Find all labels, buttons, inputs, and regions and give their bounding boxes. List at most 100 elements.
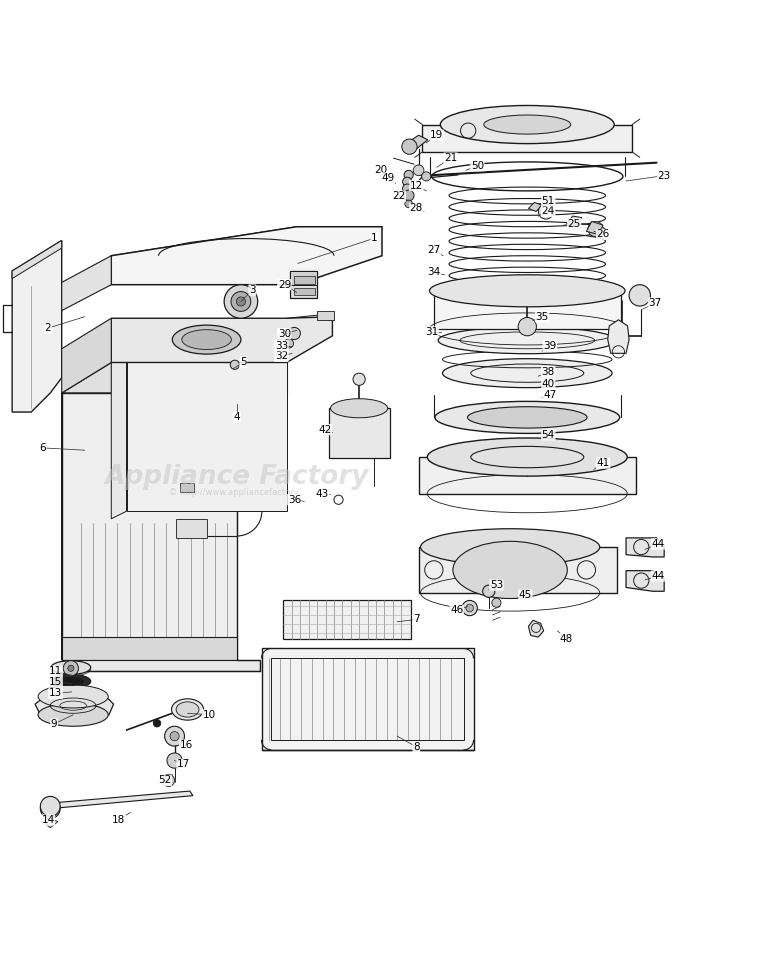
Text: 42: 42 bbox=[318, 424, 332, 434]
Polygon shape bbox=[626, 538, 664, 557]
Polygon shape bbox=[529, 203, 542, 211]
Text: 53: 53 bbox=[490, 580, 503, 590]
Text: 25: 25 bbox=[568, 219, 581, 229]
Circle shape bbox=[167, 753, 182, 768]
Text: 13: 13 bbox=[49, 688, 62, 699]
Polygon shape bbox=[567, 216, 582, 225]
Circle shape bbox=[170, 732, 179, 740]
Text: 2: 2 bbox=[44, 324, 51, 333]
Bar bbox=[271, 658, 464, 740]
Text: 11: 11 bbox=[49, 667, 62, 676]
Text: 52: 52 bbox=[158, 775, 171, 786]
Circle shape bbox=[404, 171, 413, 179]
Polygon shape bbox=[62, 637, 237, 660]
Bar bbox=[293, 276, 315, 284]
Text: 27: 27 bbox=[427, 244, 441, 255]
Circle shape bbox=[402, 139, 417, 154]
Polygon shape bbox=[127, 362, 286, 512]
Circle shape bbox=[629, 285, 650, 306]
Text: 26: 26 bbox=[597, 230, 610, 239]
Text: 3: 3 bbox=[249, 285, 256, 295]
Polygon shape bbox=[405, 136, 428, 149]
Circle shape bbox=[422, 172, 431, 181]
Polygon shape bbox=[283, 601, 411, 639]
Text: 19: 19 bbox=[430, 130, 444, 141]
Text: 10: 10 bbox=[202, 710, 215, 720]
Polygon shape bbox=[626, 571, 664, 591]
Text: 44: 44 bbox=[652, 571, 665, 581]
Polygon shape bbox=[62, 256, 112, 311]
Ellipse shape bbox=[51, 674, 91, 688]
Bar bbox=[180, 483, 193, 492]
Polygon shape bbox=[290, 271, 317, 285]
Ellipse shape bbox=[429, 275, 625, 307]
Text: 17: 17 bbox=[177, 760, 190, 769]
Ellipse shape bbox=[427, 438, 627, 476]
Text: 32: 32 bbox=[275, 352, 288, 361]
Text: 14: 14 bbox=[41, 815, 54, 825]
Text: 37: 37 bbox=[649, 298, 662, 308]
Polygon shape bbox=[419, 457, 636, 493]
Text: 12: 12 bbox=[410, 180, 423, 191]
Ellipse shape bbox=[331, 398, 387, 418]
Polygon shape bbox=[434, 291, 620, 328]
Bar bbox=[293, 288, 315, 296]
Polygon shape bbox=[422, 125, 632, 152]
Text: 23: 23 bbox=[658, 171, 671, 180]
Text: 39: 39 bbox=[543, 341, 556, 351]
Ellipse shape bbox=[38, 703, 108, 726]
Polygon shape bbox=[607, 320, 629, 354]
Text: 28: 28 bbox=[410, 203, 423, 213]
Ellipse shape bbox=[172, 326, 241, 354]
Polygon shape bbox=[62, 318, 112, 393]
Ellipse shape bbox=[468, 407, 587, 428]
Text: 51: 51 bbox=[542, 196, 555, 205]
Text: 21: 21 bbox=[444, 153, 458, 163]
Text: 31: 31 bbox=[425, 327, 439, 337]
Polygon shape bbox=[35, 697, 114, 715]
Text: 1: 1 bbox=[371, 234, 377, 243]
Polygon shape bbox=[419, 547, 617, 593]
Text: 7: 7 bbox=[413, 614, 419, 624]
Polygon shape bbox=[112, 362, 286, 393]
Polygon shape bbox=[48, 791, 193, 808]
Text: 5: 5 bbox=[240, 358, 247, 367]
Ellipse shape bbox=[420, 529, 600, 565]
Circle shape bbox=[40, 797, 60, 816]
Circle shape bbox=[163, 774, 174, 787]
Text: 45: 45 bbox=[519, 590, 532, 600]
Polygon shape bbox=[62, 660, 260, 672]
Ellipse shape bbox=[182, 329, 231, 350]
Text: 49: 49 bbox=[381, 172, 395, 183]
Circle shape bbox=[492, 598, 501, 608]
Text: 47: 47 bbox=[543, 390, 556, 399]
Text: 36: 36 bbox=[288, 495, 301, 505]
Text: 6: 6 bbox=[39, 443, 46, 453]
Circle shape bbox=[224, 285, 257, 318]
Text: 40: 40 bbox=[542, 379, 555, 389]
Bar bbox=[317, 311, 334, 320]
Polygon shape bbox=[43, 819, 58, 828]
Circle shape bbox=[483, 585, 495, 597]
Text: 46: 46 bbox=[450, 606, 463, 615]
Polygon shape bbox=[62, 362, 112, 660]
Ellipse shape bbox=[38, 685, 108, 708]
Ellipse shape bbox=[484, 115, 571, 134]
Ellipse shape bbox=[442, 359, 612, 388]
Circle shape bbox=[165, 726, 184, 746]
Ellipse shape bbox=[58, 677, 84, 685]
Polygon shape bbox=[12, 240, 62, 279]
Polygon shape bbox=[112, 355, 127, 518]
Bar bbox=[176, 518, 206, 538]
Circle shape bbox=[539, 203, 554, 219]
Text: 41: 41 bbox=[597, 458, 610, 468]
Ellipse shape bbox=[439, 327, 617, 354]
Text: 30: 30 bbox=[278, 328, 291, 338]
Circle shape bbox=[403, 177, 412, 186]
Polygon shape bbox=[62, 362, 286, 393]
Text: 35: 35 bbox=[536, 312, 549, 322]
Ellipse shape bbox=[51, 661, 91, 674]
Text: 16: 16 bbox=[180, 740, 193, 750]
Circle shape bbox=[63, 661, 79, 676]
Text: 34: 34 bbox=[427, 267, 441, 277]
